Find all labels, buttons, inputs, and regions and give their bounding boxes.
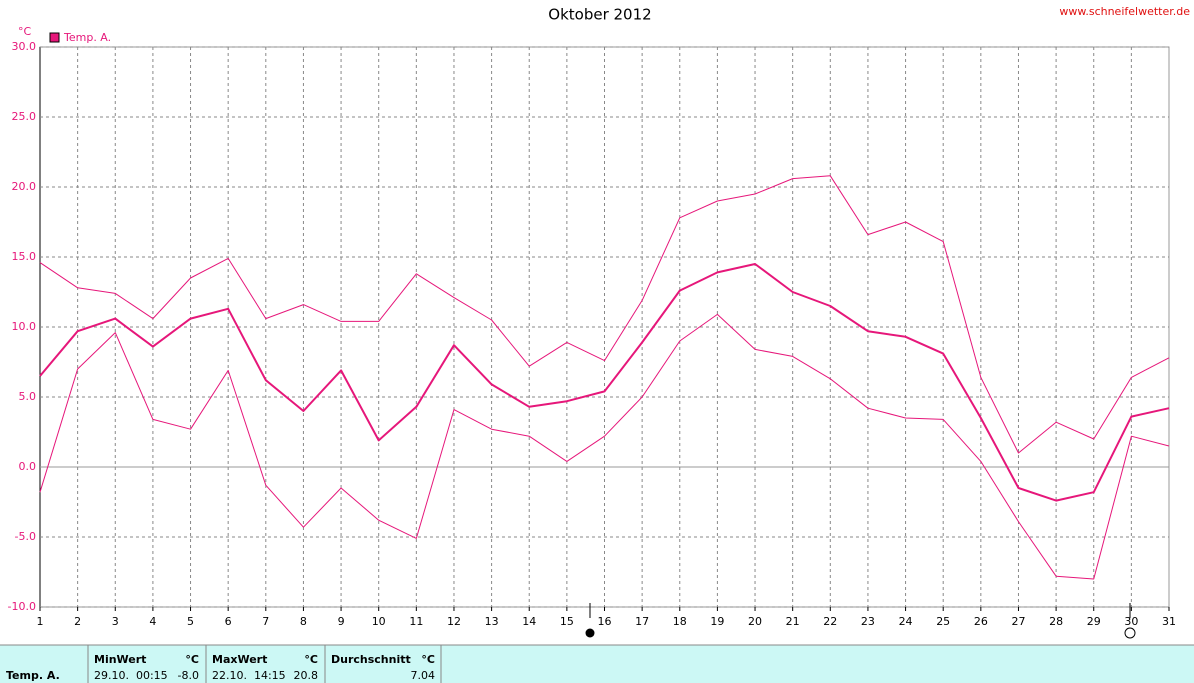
x-tick-label: 7	[262, 615, 269, 628]
x-tick-label: 24	[899, 615, 913, 628]
x-tick-label: 9	[338, 615, 345, 628]
x-tick-label: 3	[112, 615, 119, 628]
x-tick-label: 18	[673, 615, 687, 628]
x-tick-label: 10	[372, 615, 386, 628]
col-header: MaxWert	[212, 653, 267, 666]
x-tick-label: 22	[823, 615, 837, 628]
legend-label: Temp. A.	[63, 31, 111, 44]
y-tick-label: 20.0	[12, 180, 37, 193]
y-tick-label: -5.0	[15, 530, 36, 543]
x-tick-label: 15	[560, 615, 574, 628]
x-tick-label: 29	[1087, 615, 1101, 628]
series-line	[39, 313, 1170, 580]
col-time: 22.10. 14:15	[212, 669, 286, 682]
table-bg	[0, 645, 1194, 683]
x-tick-label: 30	[1124, 615, 1138, 628]
x-tick-label: 1	[37, 615, 44, 628]
y-tick-label: 0.0	[19, 460, 37, 473]
x-tick-label: 16	[598, 615, 612, 628]
x-tick-label: 20	[748, 615, 762, 628]
col-value: 7.04	[411, 669, 436, 682]
y-tick-label: 30.0	[12, 40, 37, 53]
col-unit: °C	[304, 653, 318, 666]
x-tick-label: 25	[936, 615, 950, 628]
col-header: Durchschnitt	[331, 653, 411, 666]
unit-label: °C	[18, 25, 32, 38]
x-tick-label: 23	[861, 615, 875, 628]
x-tick-label: 19	[710, 615, 724, 628]
x-tick-label: 2	[74, 615, 81, 628]
legend-swatch	[49, 32, 60, 43]
x-tick-label: 21	[786, 615, 800, 628]
chart-title: Oktober 2012	[548, 6, 651, 24]
col-value: -8.0	[178, 669, 199, 682]
x-tick-label: 12	[447, 615, 461, 628]
x-tick-label: 11	[409, 615, 423, 628]
x-tick-label: 17	[635, 615, 649, 628]
series-line	[39, 263, 1170, 502]
series-line	[39, 175, 1170, 454]
x-tick-label: 13	[485, 615, 499, 628]
x-tick-label: 4	[149, 615, 156, 628]
y-tick-label: 25.0	[12, 110, 37, 123]
y-tick-label: -10.0	[8, 600, 36, 613]
col-header: MinWert	[94, 653, 146, 666]
col-time: 29.10. 00:15	[94, 669, 168, 682]
y-tick-label: 10.0	[12, 320, 37, 333]
full-moon	[1124, 627, 1136, 639]
col-value: 20.8	[294, 669, 319, 682]
x-tick-label: 14	[522, 615, 536, 628]
row-label: Temp. A.	[6, 669, 60, 682]
col-unit: °C	[421, 653, 435, 666]
x-tick-label: 28	[1049, 615, 1063, 628]
y-tick-label: 15.0	[12, 250, 37, 263]
col-unit: °C	[185, 653, 199, 666]
stats-table: Temp. A. MinWert °C 29.10. 00:15 -8.0 Ma…	[0, 644, 1194, 683]
x-tick-label: 31	[1162, 615, 1176, 628]
x-tick-label: 8	[300, 615, 307, 628]
new-moon	[585, 628, 595, 638]
x-tick-label: 6	[225, 615, 232, 628]
y-tick-label: 5.0	[19, 390, 37, 403]
source: www.schneifelwetter.de	[1059, 5, 1190, 18]
x-tick-label: 5	[187, 615, 194, 628]
x-tick-label: 27	[1011, 615, 1025, 628]
x-tick-label: 26	[974, 615, 988, 628]
